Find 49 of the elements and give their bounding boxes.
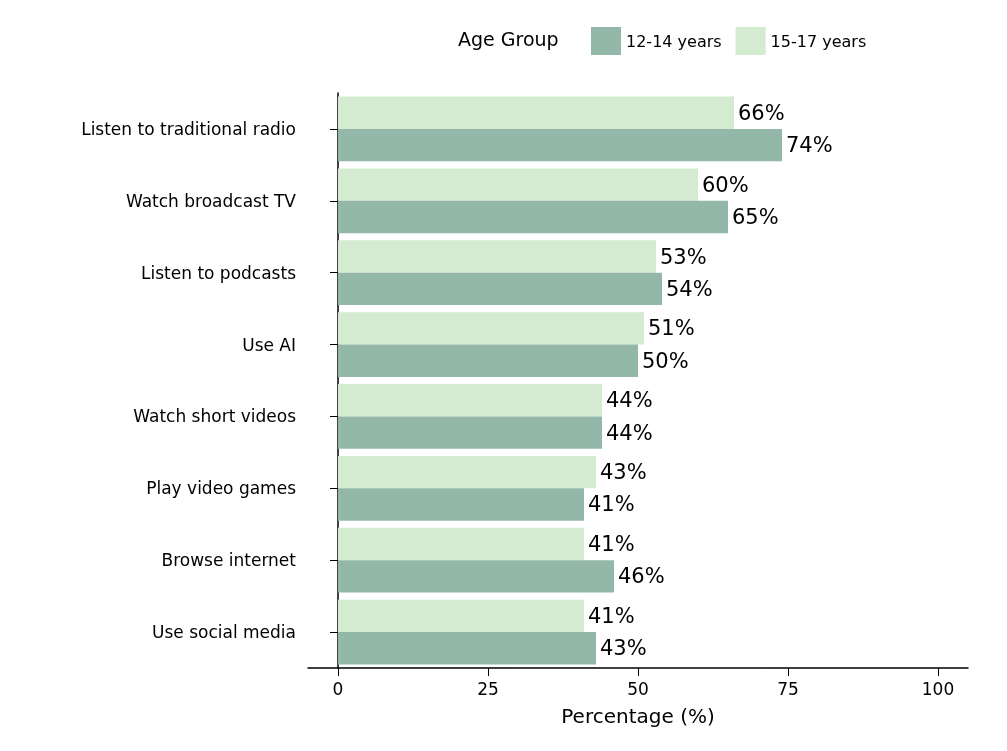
- y-tick-label: Use social media: [152, 622, 296, 643]
- data-label: 51%: [648, 316, 695, 341]
- data-label: 41%: [588, 492, 635, 517]
- bar: [338, 632, 596, 665]
- bar: [338, 599, 584, 633]
- data-label: 41%: [588, 532, 635, 557]
- bar: [338, 96, 734, 129]
- y-tick-label: Listen to traditional radio: [81, 118, 296, 139]
- bar: [338, 128, 782, 162]
- x-axis-title: Percentage (%): [561, 704, 715, 728]
- x-tick-label: 50: [627, 678, 649, 699]
- data-label: 50%: [642, 348, 689, 373]
- bar: [338, 488, 584, 521]
- x-tick-label: 100: [921, 678, 955, 699]
- data-label: 66%: [738, 100, 785, 125]
- y-tick-label: Listen to podcasts: [141, 262, 297, 283]
- data-label: 54%: [666, 276, 713, 301]
- x-tick-label: 75: [777, 678, 799, 699]
- legend-title: Age Group: [458, 27, 559, 50]
- bar: [338, 200, 728, 234]
- bar: [338, 455, 596, 489]
- bar: [338, 240, 656, 273]
- bar: [338, 416, 602, 449]
- data-label: 44%: [606, 388, 653, 413]
- data-label: 53%: [660, 244, 707, 269]
- bar: [338, 344, 638, 377]
- bar: [338, 384, 602, 417]
- data-label: 43%: [600, 636, 647, 661]
- y-tick-label: Play video games: [146, 478, 297, 499]
- y-tick-label: Use AI: [242, 334, 296, 355]
- legend-label: 12-14 years: [626, 31, 722, 51]
- bar: [338, 527, 584, 561]
- bar: [338, 312, 644, 345]
- data-label: 44%: [606, 420, 653, 445]
- data-label: 41%: [588, 603, 635, 628]
- bar: [338, 168, 698, 201]
- data-label: 74%: [786, 133, 833, 158]
- x-tick-label: 25: [477, 678, 499, 699]
- x-tick-label: 0: [332, 678, 344, 699]
- y-tick-label: Browse internet: [161, 550, 297, 571]
- data-label: 60%: [702, 172, 749, 197]
- bar: [338, 272, 662, 306]
- bar: [338, 560, 614, 593]
- y-tick-label: Watch short videos: [133, 406, 297, 427]
- data-label: 43%: [600, 460, 647, 485]
- y-tick-label: Watch broadcast TV: [125, 190, 297, 211]
- data-label: 65%: [732, 204, 779, 229]
- data-label: 46%: [618, 564, 665, 589]
- legend-label: 15-17 years: [770, 31, 867, 51]
